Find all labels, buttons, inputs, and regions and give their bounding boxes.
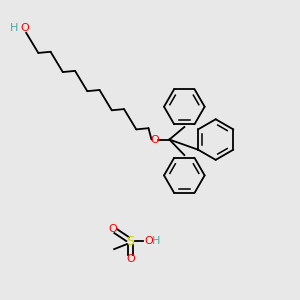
Text: O: O <box>108 224 117 234</box>
Text: O: O <box>20 23 29 33</box>
Text: S: S <box>127 235 135 248</box>
Text: H: H <box>10 23 19 33</box>
Text: H: H <box>152 236 160 246</box>
Text: O: O <box>144 236 153 246</box>
Text: O: O <box>126 254 135 264</box>
Text: O: O <box>150 134 159 145</box>
